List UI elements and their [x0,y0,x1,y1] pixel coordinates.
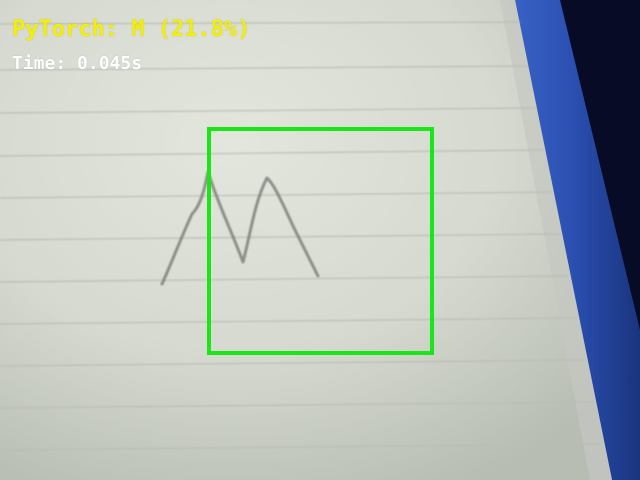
notebook-page [0,0,612,480]
notebook-blue-edge [508,0,640,480]
handwritten-letter-stroke [160,170,320,286]
inference-time-label: Time: 0.045s [12,53,143,74]
detection-box [207,127,434,355]
prediction-label: PyTorch: M (21.8%) [12,17,251,42]
